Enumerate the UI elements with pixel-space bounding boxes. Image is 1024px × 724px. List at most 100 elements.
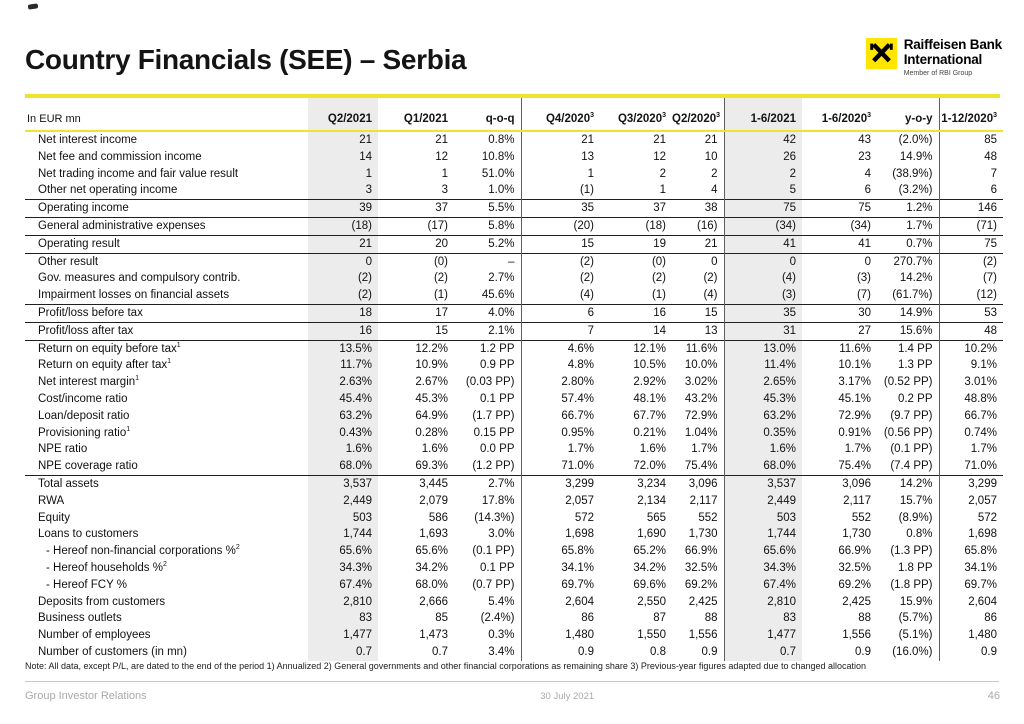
data-cell: 0.7%	[877, 234, 940, 254]
gable-cross-icon	[865, 38, 897, 69]
table-row: Equity 503 586 (14.3%) 572 565 552 503 552 (8.9%)…	[25, 509, 1003, 527]
row-label: Return on equity after tax1	[38, 358, 172, 372]
data-cell: 146	[939, 199, 1003, 218]
superscript: 3	[716, 112, 721, 120]
data-cell: 5	[724, 182, 802, 200]
data-cell: 1.2%	[877, 199, 940, 218]
table-row: - Hereof non-financial corporations %2 65…	[25, 543, 1003, 560]
table-row: Loans to customers 1,744 1,693 3.0% 1,698 1,6…	[25, 526, 1003, 544]
data-cell: 1,690	[637, 528, 666, 541]
table-row: Operating result 21 20 5.2% 15 19 21 41 41 0.7% 75	[25, 234, 1003, 254]
data-cell: 1.0%	[454, 182, 522, 200]
superscript: 1	[167, 358, 172, 366]
footer: Group Investor Relations 30 July 2021 46	[25, 690, 1000, 702]
data-cell: (20)	[521, 216, 600, 236]
data-cell: 1,477	[308, 627, 378, 644]
financials-table: In EUR mn Q2/2021 Q1/2021 q-o-q Q4/20203 Q3/…	[25, 98, 1003, 661]
data-cell: 43	[858, 134, 871, 146]
data-cell: 0.0 PP	[454, 441, 522, 459]
data-cell: 17	[378, 303, 454, 323]
row-label: Business outlets	[38, 612, 122, 625]
data-cell: 14.9%	[877, 148, 940, 166]
data-cell: 2.80%	[561, 376, 594, 389]
data-cell: (2.0%)	[877, 131, 940, 149]
table-row: RWA 2,449 2,079 17.8% 2,057 2,134 2,117 2,449 2,…	[25, 492, 1003, 510]
data-cell: 42	[724, 131, 802, 149]
table-row: Return on equity after tax1 11.7% 10.9% 0.9…	[25, 357, 1003, 375]
data-cell: 69.6%	[633, 578, 666, 591]
data-cell: 1,730	[842, 528, 871, 541]
data-cell: 15	[672, 303, 725, 323]
data-cell: 0.9	[578, 645, 594, 658]
data-cell: 0.7	[308, 643, 378, 661]
data-cell: 3,299	[939, 474, 1003, 493]
data-cell: 75	[802, 199, 877, 218]
data-cell: 66.9%	[838, 545, 871, 558]
data-cell: (34)	[724, 216, 802, 236]
data-cell: 2,134	[637, 494, 666, 507]
data-cell: 41	[724, 234, 802, 254]
data-cell: 552	[851, 511, 871, 524]
data-cell: 16	[308, 321, 378, 341]
data-cell: 3.0%	[454, 526, 522, 544]
data-cell: 1	[659, 184, 666, 197]
row-label: Operating income	[25, 199, 308, 218]
data-cell: 88	[672, 610, 725, 628]
data-cell: 35	[724, 303, 802, 323]
row-label: Operating result	[25, 234, 308, 254]
row-label: - Hereof households %2	[46, 561, 167, 574]
data-cell: (0.1 PP)	[454, 543, 522, 560]
data-cell: 72.0%	[633, 460, 666, 473]
data-cell: 2,449	[308, 492, 378, 510]
data-cell: 48	[984, 150, 997, 163]
data-cell: 83	[308, 610, 378, 628]
unit-label: In EUR mn	[25, 98, 308, 132]
table-row: Total assets 3,537 3,445 2.7% 3,299 3,234 3,09…	[25, 474, 1003, 493]
data-cell: 0	[672, 252, 725, 271]
data-cell: 0.9 PP	[454, 357, 522, 375]
data-cell: 67.7%	[633, 409, 666, 422]
footer-date: 30 July 2021	[540, 691, 595, 702]
data-cell: (2)	[308, 270, 378, 288]
table-row: Cost/income ratio 45.4% 45.3% 0.1 PP 57.4% 48…	[25, 390, 1003, 408]
data-cell: (4)	[724, 270, 802, 288]
data-cell: (18)	[308, 216, 378, 236]
data-cell: 15.9%	[877, 593, 940, 611]
data-cell: 21	[435, 134, 448, 146]
data-cell: 2,604	[565, 595, 594, 608]
data-cell: (8.9%)	[877, 509, 940, 527]
data-cell: 34.3%	[724, 559, 802, 577]
table-row: NPE ratio 1.6% 1.6% 0.0 PP 1.7% 1.6% 1.7% 1.6% 1…	[25, 441, 1003, 459]
row-label: Return on equity before tax1	[25, 339, 308, 358]
data-cell: 85	[435, 612, 448, 625]
data-cell: 75	[939, 234, 1003, 254]
data-cell: 11.4%	[724, 357, 802, 375]
data-cell: (61.7%)	[877, 287, 940, 305]
data-cell: 14.2%	[877, 474, 940, 493]
data-cell: 1,550	[637, 629, 666, 642]
row-label: Loan/deposit ratio	[38, 409, 130, 422]
data-cell: 1.3 PP	[877, 357, 940, 375]
row-label: RWA	[38, 494, 65, 507]
footer-divider	[25, 681, 999, 682]
data-cell: 13.5%	[308, 339, 378, 358]
superscript: 1	[126, 425, 131, 433]
data-cell: 2,117	[843, 494, 871, 507]
table-row: Net interest income 21 21 0.8% 21 21 21 42 43 (2.…	[25, 131, 1003, 149]
data-cell: (2)	[672, 270, 725, 288]
data-cell: (1)	[651, 289, 666, 302]
row-label: Number of employees	[38, 629, 151, 642]
data-cell: 37	[600, 199, 672, 218]
data-cell: 11.6%	[802, 339, 877, 358]
data-cell: 21	[672, 234, 725, 254]
data-cell: 66.7%	[964, 409, 997, 422]
data-cell: 32.5%	[838, 561, 871, 574]
data-cell: 4.8%	[567, 359, 594, 372]
data-cell: (0.52 PP)	[877, 374, 940, 391]
data-cell: 1,556	[672, 627, 725, 644]
table-row: Gov. measures and compulsory contrib. (2)…	[25, 270, 1003, 288]
data-cell: 2,117	[672, 492, 725, 510]
data-cell: (1.7 PP)	[454, 407, 522, 425]
superscript: 1	[135, 375, 140, 383]
data-cell: (16)	[672, 216, 725, 236]
